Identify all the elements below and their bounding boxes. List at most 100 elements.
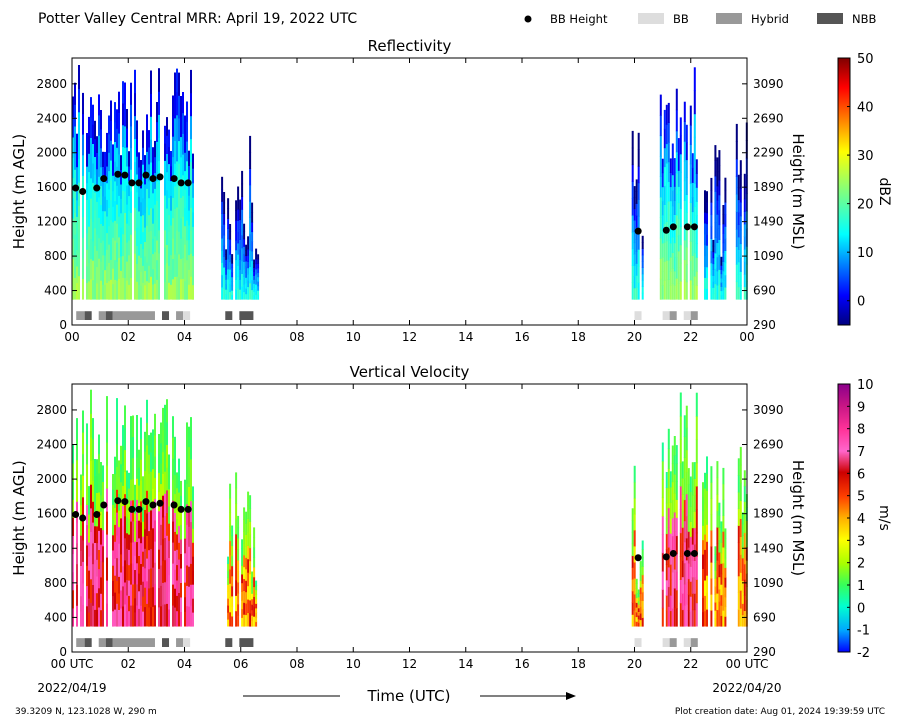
echo-cell xyxy=(673,493,676,513)
echo-cell xyxy=(243,246,246,255)
bb-height-point xyxy=(121,498,129,506)
echo-cell xyxy=(96,185,98,202)
echo-cell xyxy=(693,560,696,578)
echo-cell xyxy=(253,557,256,568)
bb-class-bar-hybrid xyxy=(76,638,85,647)
echo-cell xyxy=(96,136,98,153)
echo-cell xyxy=(118,216,120,238)
echo-cell xyxy=(158,114,160,138)
echo-cell xyxy=(223,202,226,214)
echo-cell xyxy=(168,540,170,558)
echo-cell xyxy=(160,565,162,586)
echo-cell xyxy=(635,597,638,603)
echo-cell xyxy=(188,180,190,196)
echo-cell xyxy=(144,227,146,242)
echo-cell xyxy=(120,608,122,627)
echo-cell xyxy=(174,140,176,164)
y-axis-label: Height (m AGL) xyxy=(10,134,28,249)
echo-cell xyxy=(124,604,126,627)
echo-cell xyxy=(635,203,638,216)
echo-cell xyxy=(114,141,116,162)
echo-cell xyxy=(229,284,232,293)
echo-cell xyxy=(172,95,174,117)
echo-cell xyxy=(641,261,644,268)
x-tick-label: 08 xyxy=(289,657,304,671)
echo-cell xyxy=(661,243,664,258)
echo-cell xyxy=(106,465,108,489)
echo-cell xyxy=(86,149,88,167)
echo-cell xyxy=(691,270,694,286)
y-tick-label: 1200 xyxy=(36,215,67,229)
echo-cell xyxy=(741,603,744,616)
echo-cell xyxy=(82,453,84,476)
echo-cell xyxy=(257,281,260,287)
y-tick-label: 1200 xyxy=(36,541,67,555)
echo-cell xyxy=(106,488,108,512)
echo-cell xyxy=(665,104,668,125)
echo-cell xyxy=(641,549,644,559)
echo-cell xyxy=(114,575,116,593)
echo-cell xyxy=(108,170,110,190)
echo-cell xyxy=(695,486,698,510)
echo-cell xyxy=(231,565,234,577)
echo-cell xyxy=(142,214,144,233)
echo-cell xyxy=(182,133,184,155)
echo-cell xyxy=(112,252,114,269)
echo-cell xyxy=(710,238,713,252)
echo-cell xyxy=(154,413,156,436)
echo-cell xyxy=(120,198,122,214)
echo-cell xyxy=(158,183,160,208)
echo-cell xyxy=(142,147,144,165)
echo-cell xyxy=(710,250,713,264)
echo-cell xyxy=(641,254,644,262)
echo-cell xyxy=(241,556,244,566)
echo-cell xyxy=(120,554,122,573)
echo-cell xyxy=(114,473,116,491)
echo-cell xyxy=(116,557,118,581)
echo-cell xyxy=(160,585,162,607)
echo-cell xyxy=(96,168,98,186)
echo-cell xyxy=(154,541,156,563)
echo-cell xyxy=(695,462,698,487)
x-tick-label: 22 xyxy=(683,657,698,671)
echo-cell xyxy=(673,436,676,456)
echo-cell xyxy=(714,206,717,223)
echo-cell xyxy=(691,255,694,271)
echo-cell xyxy=(106,419,108,443)
echo-cell xyxy=(710,498,713,515)
echo-cell xyxy=(637,618,640,623)
echo-cell xyxy=(667,468,670,489)
echo-cell xyxy=(158,472,160,493)
echo-cell xyxy=(685,537,688,561)
echo-cell xyxy=(174,588,176,608)
echo-cell xyxy=(716,461,719,479)
echo-cell xyxy=(677,267,680,284)
echo-cell xyxy=(176,595,178,612)
echo-cell xyxy=(104,196,106,212)
echo-cell xyxy=(184,494,186,510)
echo-cell xyxy=(689,521,692,537)
echo-cell xyxy=(716,494,719,512)
echo-cell xyxy=(128,180,130,197)
echo-cell xyxy=(190,417,192,439)
echo-cell xyxy=(140,480,142,502)
echo-cell xyxy=(739,554,742,573)
echo-cell xyxy=(681,609,684,627)
echo-cell xyxy=(86,504,88,526)
echo-cell xyxy=(134,69,136,94)
echo-cell xyxy=(110,279,112,300)
bb-class-bar-nbb xyxy=(84,311,92,320)
echo-cell xyxy=(247,236,250,244)
echo-cell xyxy=(249,282,252,300)
bb-height-point xyxy=(634,227,642,235)
echo-cell xyxy=(172,437,174,459)
echo-cell xyxy=(691,462,694,480)
echo-cell xyxy=(669,214,672,230)
echo-cell xyxy=(637,182,640,200)
echo-cell xyxy=(669,486,672,503)
echo-cell xyxy=(741,523,744,536)
echo-cell xyxy=(683,121,686,142)
echo-cell xyxy=(72,96,74,118)
echo-cell xyxy=(229,526,232,542)
echo-cell xyxy=(176,580,178,596)
